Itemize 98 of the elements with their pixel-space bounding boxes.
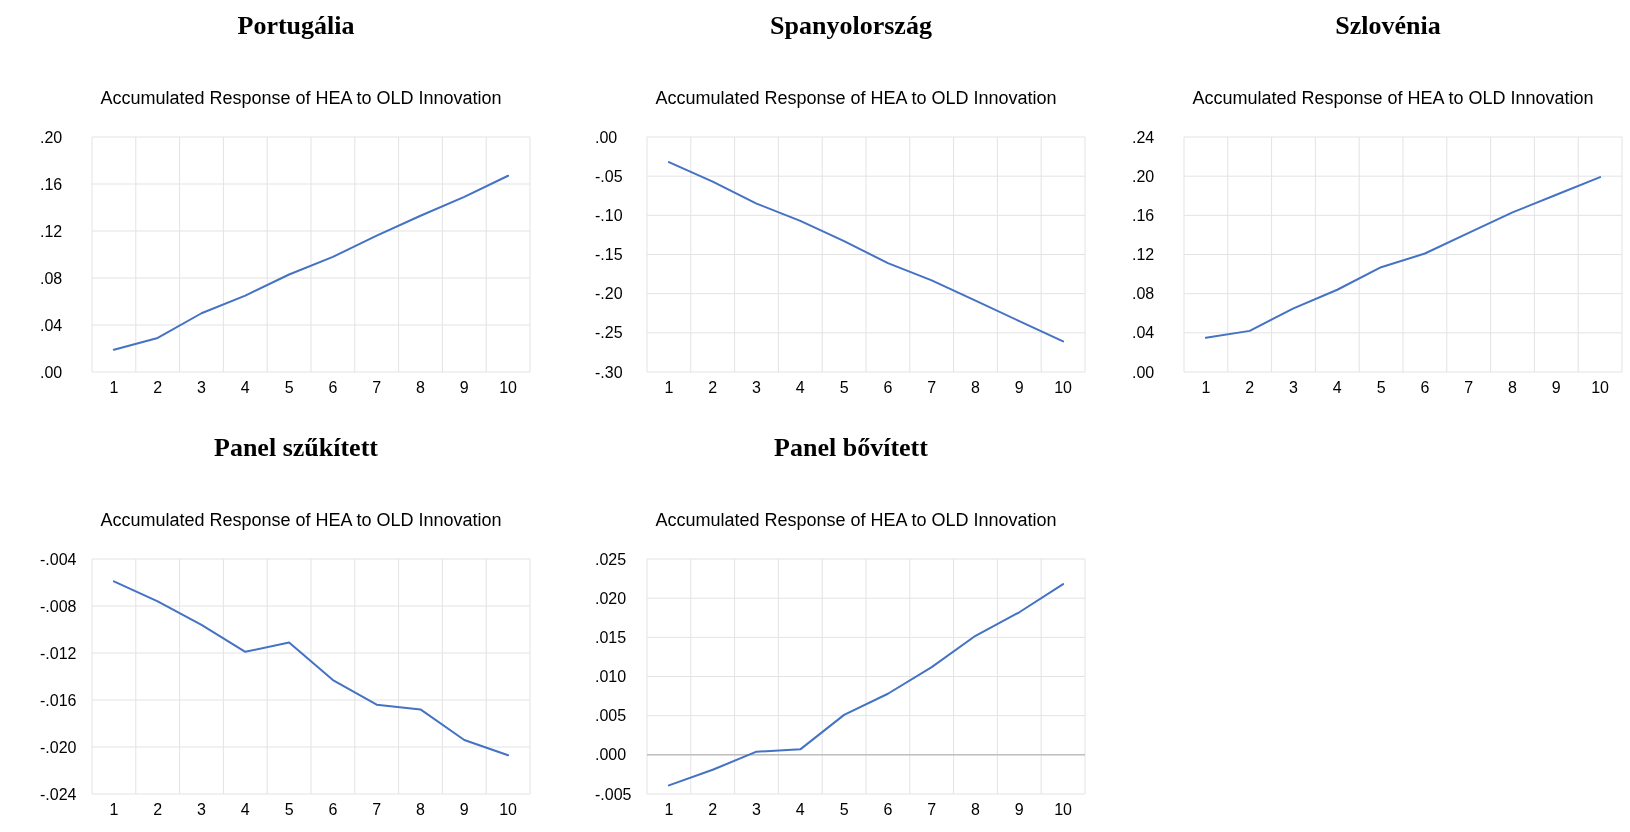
y-tick-label: -.15 — [595, 246, 623, 264]
chart-subtitle: Accumulated Response of HEA to OLD Innovation — [655, 88, 1057, 108]
y-tick-label: .24 — [1132, 128, 1155, 146]
x-tick-label: 1 — [109, 801, 119, 818]
y-tick-label: -.25 — [595, 324, 623, 342]
x-tick-label: 10 — [1591, 379, 1610, 396]
y-tick-label: .00 — [595, 128, 618, 146]
y-tick-label: .025 — [595, 550, 627, 568]
x-tick-label: 7 — [927, 801, 937, 818]
y-tick-label: -.20 — [595, 285, 623, 303]
x-tick-label: 8 — [416, 801, 426, 818]
x-tick-label: 1 — [1201, 379, 1211, 396]
y-tick-label: .005 — [595, 707, 627, 725]
x-tick-label: 5 — [284, 379, 294, 396]
x-tick-label: 8 — [971, 801, 981, 818]
y-tick-label: -.024 — [40, 785, 77, 803]
y-tick-label: .00 — [40, 363, 63, 381]
x-tick-label: 4 — [240, 379, 250, 396]
x-tick-label: 5 — [284, 801, 294, 818]
x-tick-label: 9 — [1014, 801, 1024, 818]
x-tick-label: 7 — [372, 801, 382, 818]
x-tick-label: 2 — [708, 801, 718, 818]
y-tick-label: -.012 — [40, 644, 77, 662]
x-tick-label: 2 — [153, 801, 163, 818]
x-tick-label: 1 — [109, 379, 119, 396]
y-tick-label: .015 — [595, 628, 627, 646]
x-tick-label: 9 — [459, 801, 469, 818]
x-tick-label: 8 — [1508, 379, 1518, 396]
x-tick-label: 4 — [240, 801, 250, 818]
y-tick-label: .20 — [1132, 167, 1155, 185]
x-tick-label: 6 — [1420, 379, 1430, 396]
x-tick-label: 9 — [459, 379, 469, 396]
y-tick-label: .20 — [40, 128, 63, 146]
y-tick-label: .16 — [1132, 206, 1155, 224]
x-tick-label: 3 — [752, 801, 762, 818]
y-tick-label: .08 — [1132, 285, 1155, 303]
y-tick-label: .020 — [595, 589, 627, 607]
y-tick-label: .12 — [1132, 246, 1155, 264]
x-tick-label: 10 — [1054, 801, 1073, 818]
line-series — [667, 161, 1065, 343]
x-tick-label: 2 — [708, 379, 718, 396]
line-series — [667, 583, 1065, 787]
y-tick-label: .000 — [595, 746, 627, 764]
y-tick-label: -.005 — [595, 785, 632, 803]
x-tick-label: 7 — [372, 379, 382, 396]
x-tick-label: 7 — [1464, 379, 1474, 396]
x-tick-label: 4 — [795, 379, 805, 396]
x-tick-label: 8 — [416, 379, 426, 396]
y-tick-label: -.008 — [40, 597, 77, 615]
y-tick-label: .04 — [1132, 324, 1155, 342]
y-tick-label: -.10 — [595, 206, 623, 224]
x-tick-label: 6 — [883, 801, 893, 818]
x-tick-label: 9 — [1014, 379, 1024, 396]
y-tick-label: .010 — [595, 668, 627, 686]
line-series — [112, 580, 510, 757]
x-tick-label: 3 — [752, 379, 762, 396]
x-tick-label: 7 — [927, 379, 937, 396]
x-tick-label: 2 — [1245, 379, 1255, 396]
y-tick-label: .08 — [40, 269, 63, 287]
x-tick-label: 8 — [971, 379, 981, 396]
x-tick-label: 1 — [664, 801, 674, 818]
y-tick-label: .16 — [40, 175, 63, 193]
line-series — [112, 174, 510, 351]
chart-title: Szlovénia — [1335, 11, 1441, 40]
x-tick-label: 1 — [664, 379, 674, 396]
x-tick-label: 10 — [499, 801, 518, 818]
chart-title: Portugália — [237, 11, 355, 40]
y-tick-label: -.004 — [40, 550, 77, 568]
y-tick-label: -.020 — [40, 738, 77, 756]
x-tick-label: 9 — [1551, 379, 1561, 396]
chart-title: Spanyolország — [770, 11, 932, 40]
x-tick-label: 10 — [1054, 379, 1073, 396]
line-series — [1204, 176, 1602, 339]
x-tick-label: 6 — [328, 379, 338, 396]
x-tick-label: 5 — [1376, 379, 1386, 396]
x-tick-label: 3 — [197, 379, 207, 396]
y-tick-label: .12 — [40, 222, 63, 240]
y-tick-label: .00 — [1132, 363, 1155, 381]
x-tick-label: 6 — [883, 379, 893, 396]
x-tick-label: 3 — [197, 801, 207, 818]
chart-subtitle: Accumulated Response of HEA to OLD Innovation — [1192, 88, 1594, 108]
x-tick-label: 2 — [153, 379, 163, 396]
chart-subtitle: Accumulated Response of HEA to OLD Innovation — [100, 88, 502, 108]
chart-subtitle: Accumulated Response of HEA to OLD Innovation — [655, 510, 1057, 530]
x-tick-label: 4 — [1332, 379, 1342, 396]
x-tick-label: 6 — [328, 801, 338, 818]
x-tick-label: 3 — [1289, 379, 1299, 396]
y-tick-label: -.30 — [595, 363, 623, 381]
y-tick-label: -.05 — [595, 167, 623, 185]
chart-title: Panel bővített — [774, 433, 929, 462]
chart-subtitle: Accumulated Response of HEA to OLD Innovation — [100, 510, 502, 530]
x-tick-label: 5 — [839, 379, 849, 396]
x-tick-label: 10 — [499, 379, 518, 396]
y-tick-label: .04 — [40, 316, 63, 334]
x-tick-label: 4 — [795, 801, 805, 818]
y-tick-label: -.016 — [40, 691, 77, 709]
chart-title: Panel szűkített — [214, 433, 379, 462]
x-tick-label: 5 — [839, 801, 849, 818]
